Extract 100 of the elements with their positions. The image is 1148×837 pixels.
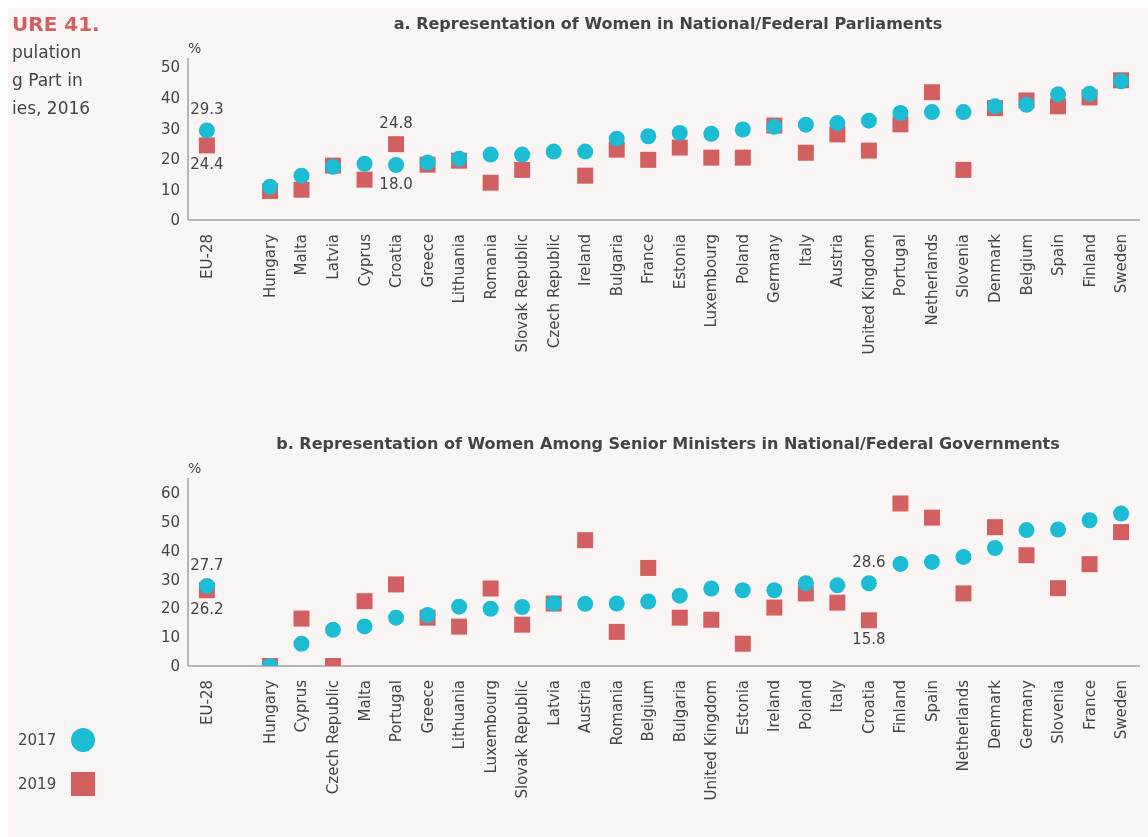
point: [198, 122, 215, 139]
point: [955, 585, 972, 602]
x-tick-label: France: [1080, 680, 1099, 730]
point: [892, 495, 909, 512]
x-tick-label: Bulgaria: [670, 680, 689, 743]
chart-title: a. Representation of Women in National/Federal Parliaments: [392, 14, 944, 33]
y-tick-label: 50: [160, 512, 180, 531]
y-axis-title: %: [188, 460, 202, 476]
data-label: 24.4: [190, 155, 224, 174]
x-tick-label: Austria: [828, 234, 847, 287]
x-tick-label: Slovak Republic: [513, 680, 532, 799]
point: [1081, 85, 1098, 102]
point: [482, 600, 499, 617]
point: [703, 580, 720, 597]
x-tick-label: Portugal: [891, 234, 910, 297]
point: [514, 146, 531, 163]
point: [608, 595, 625, 612]
x-tick-label: Greece: [418, 680, 437, 734]
text: pulation: [12, 41, 83, 64]
point: [356, 593, 373, 610]
data-label: 27.7: [190, 555, 224, 574]
point: [797, 575, 814, 592]
point: [261, 178, 278, 195]
point: [293, 167, 310, 184]
point: [577, 532, 594, 549]
y-tick-label: 50: [160, 58, 180, 77]
x-tick-label: Spain: [1049, 234, 1068, 276]
point: [1081, 556, 1098, 573]
point: [734, 582, 751, 599]
x-tick-label: Latvia: [544, 680, 563, 726]
x-tick-label: Netherlands: [922, 233, 941, 326]
point: [198, 577, 215, 594]
y-tick-label: 40: [160, 89, 180, 108]
y-tick-label: 10: [160, 628, 180, 647]
x-tick-label: Czech Republic: [544, 234, 563, 349]
point: [640, 559, 657, 576]
x-tick-label: Croatia: [387, 234, 406, 288]
point: [703, 149, 720, 166]
point: [671, 124, 688, 141]
point: [829, 594, 846, 611]
x-tick-label: Poland: [796, 680, 815, 731]
point: [923, 553, 940, 570]
x-tick-label: United Kingdom: [859, 234, 878, 355]
point: [734, 121, 751, 138]
point: [451, 598, 468, 615]
point: [703, 125, 720, 142]
point: [860, 575, 877, 592]
point: [860, 612, 877, 629]
x-tick-label: France: [639, 234, 658, 284]
data-label: 28.6: [852, 553, 886, 572]
point: [766, 599, 783, 616]
x-tick-label: Croatia: [859, 680, 878, 734]
point: [671, 139, 688, 156]
x-tick-label: Latvia: [324, 234, 343, 280]
point: [1113, 524, 1130, 541]
x-tick-label: Romania: [481, 234, 500, 300]
point: [671, 609, 688, 626]
point: [482, 580, 499, 597]
x-tick-label: Netherlands: [954, 679, 973, 772]
point: [892, 105, 909, 122]
x-tick-label: Czech Republic: [324, 680, 343, 795]
x-tick-label: Ireland: [576, 234, 595, 286]
point: [388, 576, 405, 593]
x-tick-label: Finland: [891, 680, 910, 734]
point: [514, 161, 531, 178]
point: [356, 618, 373, 635]
point: [325, 621, 342, 638]
x-tick-label: Estonia: [733, 680, 752, 736]
y-tick-label: 10: [160, 180, 180, 199]
x-tick-label: Lithuania: [450, 234, 469, 304]
point: [955, 548, 972, 565]
point: [640, 151, 657, 168]
data-label: 26.2: [190, 600, 224, 619]
point: [514, 616, 531, 633]
point: [514, 599, 531, 615]
x-tick-label: Ireland: [765, 680, 784, 732]
y-tick-label: 0: [170, 657, 180, 676]
point: [923, 509, 940, 526]
point: [577, 167, 594, 184]
y-tick-label: 0: [170, 211, 180, 230]
point: [577, 595, 594, 612]
point: [986, 539, 1003, 556]
x-tick-label: Poland: [733, 234, 752, 285]
point: [829, 115, 846, 132]
legend-label: 2017: [18, 731, 58, 749]
point: [1050, 521, 1067, 538]
y-tick-label: 60: [160, 483, 180, 502]
x-tick-label: Sweden: [1112, 234, 1131, 294]
point: [356, 155, 373, 172]
point: [482, 174, 499, 191]
x-tick-label: Hungary: [260, 233, 279, 299]
x-tick-label: EU-28: [197, 234, 216, 279]
point: [860, 112, 877, 129]
point: [860, 142, 877, 159]
x-tick-label: Sweden: [1112, 680, 1131, 740]
point: [986, 519, 1003, 536]
point: [293, 181, 310, 198]
y-axis-title: %: [188, 40, 202, 56]
point: [1050, 86, 1067, 103]
x-tick-label: Finland: [1080, 234, 1099, 288]
